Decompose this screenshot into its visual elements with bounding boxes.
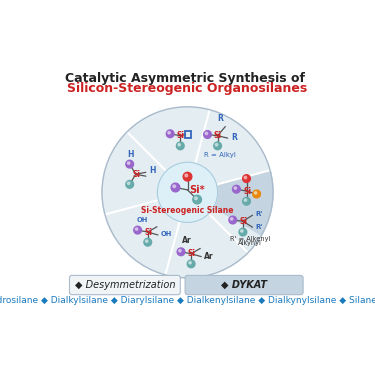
- Text: Ar: Ar: [204, 252, 214, 261]
- Text: OH: OH: [137, 217, 148, 223]
- Text: R': R': [255, 211, 263, 217]
- Circle shape: [176, 142, 184, 150]
- Text: Si*: Si*: [189, 185, 205, 195]
- Circle shape: [134, 226, 141, 234]
- Text: Si: Si: [132, 170, 141, 179]
- Circle shape: [254, 192, 257, 194]
- Circle shape: [244, 176, 247, 179]
- Text: Si: Si: [176, 131, 184, 140]
- Circle shape: [231, 218, 233, 220]
- Circle shape: [144, 238, 152, 246]
- Text: Ar: Ar: [182, 236, 191, 244]
- Circle shape: [126, 160, 134, 168]
- Text: Si: Si: [144, 228, 153, 237]
- Wedge shape: [188, 170, 273, 235]
- Circle shape: [193, 195, 201, 204]
- FancyBboxPatch shape: [185, 275, 303, 295]
- Text: R' = Alkenyl: R' = Alkenyl: [230, 236, 270, 242]
- Circle shape: [243, 175, 250, 183]
- Circle shape: [234, 187, 237, 189]
- Text: R: R: [217, 114, 223, 123]
- Circle shape: [244, 199, 247, 201]
- Circle shape: [135, 228, 138, 230]
- Text: H: H: [128, 150, 134, 159]
- Circle shape: [128, 182, 130, 184]
- Text: Si: Si: [240, 217, 248, 226]
- Circle shape: [241, 230, 243, 232]
- Circle shape: [178, 144, 180, 146]
- Circle shape: [229, 216, 237, 224]
- Text: Si: Si: [243, 187, 251, 196]
- Text: ◆ DYKAT: ◆ DYKAT: [221, 280, 267, 290]
- Text: Si: Si: [214, 131, 222, 140]
- Circle shape: [205, 132, 208, 135]
- Circle shape: [171, 183, 180, 192]
- Circle shape: [178, 249, 181, 252]
- Circle shape: [214, 142, 222, 150]
- Text: Si-Stereogenic Silane: Si-Stereogenic Silane: [141, 206, 234, 215]
- Circle shape: [185, 174, 188, 177]
- Text: Silicon-Stereogenic Organosilanes: Silicon-Stereogenic Organosilanes: [68, 82, 308, 95]
- Text: R: R: [231, 133, 237, 142]
- Text: H: H: [149, 166, 156, 175]
- Circle shape: [232, 185, 240, 193]
- Text: R = Alkyl: R = Alkyl: [204, 152, 236, 158]
- Circle shape: [128, 162, 130, 164]
- Text: R': R': [255, 224, 263, 230]
- Circle shape: [168, 132, 170, 134]
- FancyBboxPatch shape: [69, 275, 180, 295]
- Circle shape: [189, 261, 191, 264]
- Circle shape: [243, 197, 250, 205]
- Text: Dihydrosilane ◆ Dialkylsilane ◆ Diarylsilane ◆ Dialkenylsilane ◆ Dialkynylsilane: Dihydrosilane ◆ Dialkylsilane ◆ Diarylsi…: [0, 296, 375, 305]
- Circle shape: [177, 248, 185, 256]
- Circle shape: [146, 240, 148, 242]
- Circle shape: [239, 228, 247, 236]
- Text: Si: Si: [188, 249, 196, 258]
- Text: OH: OH: [161, 231, 172, 237]
- Circle shape: [173, 185, 176, 188]
- Circle shape: [166, 130, 174, 138]
- Circle shape: [253, 190, 261, 198]
- Text: Alkynyl: Alkynyl: [238, 240, 262, 246]
- Circle shape: [187, 260, 195, 268]
- Circle shape: [126, 180, 134, 188]
- Circle shape: [102, 107, 273, 278]
- Text: ◆ Desymmetrization: ◆ Desymmetrization: [75, 280, 175, 290]
- Circle shape: [215, 144, 218, 146]
- Circle shape: [158, 162, 218, 222]
- Circle shape: [195, 197, 197, 200]
- Circle shape: [183, 172, 192, 181]
- Circle shape: [204, 130, 212, 138]
- Text: Catalytic Asymmetric Synthesis of: Catalytic Asymmetric Synthesis of: [65, 72, 310, 86]
